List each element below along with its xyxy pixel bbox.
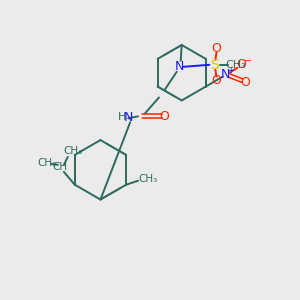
Text: CH₃: CH₃ bbox=[226, 60, 247, 70]
Text: O: O bbox=[212, 42, 221, 56]
Text: +: + bbox=[227, 66, 234, 75]
Text: N: N bbox=[221, 68, 230, 81]
Text: S: S bbox=[210, 58, 219, 72]
Text: O: O bbox=[159, 110, 169, 123]
Text: CH: CH bbox=[52, 162, 68, 172]
Text: O: O bbox=[212, 74, 221, 87]
Text: H: H bbox=[118, 112, 126, 122]
Text: CH₃: CH₃ bbox=[38, 158, 57, 168]
Text: CH₃: CH₃ bbox=[63, 146, 83, 156]
Text: CH₃: CH₃ bbox=[138, 174, 158, 184]
Text: O: O bbox=[240, 76, 250, 89]
Text: N: N bbox=[124, 111, 133, 124]
Text: −: − bbox=[244, 56, 252, 66]
Text: N: N bbox=[175, 60, 184, 73]
Text: O: O bbox=[236, 58, 246, 71]
